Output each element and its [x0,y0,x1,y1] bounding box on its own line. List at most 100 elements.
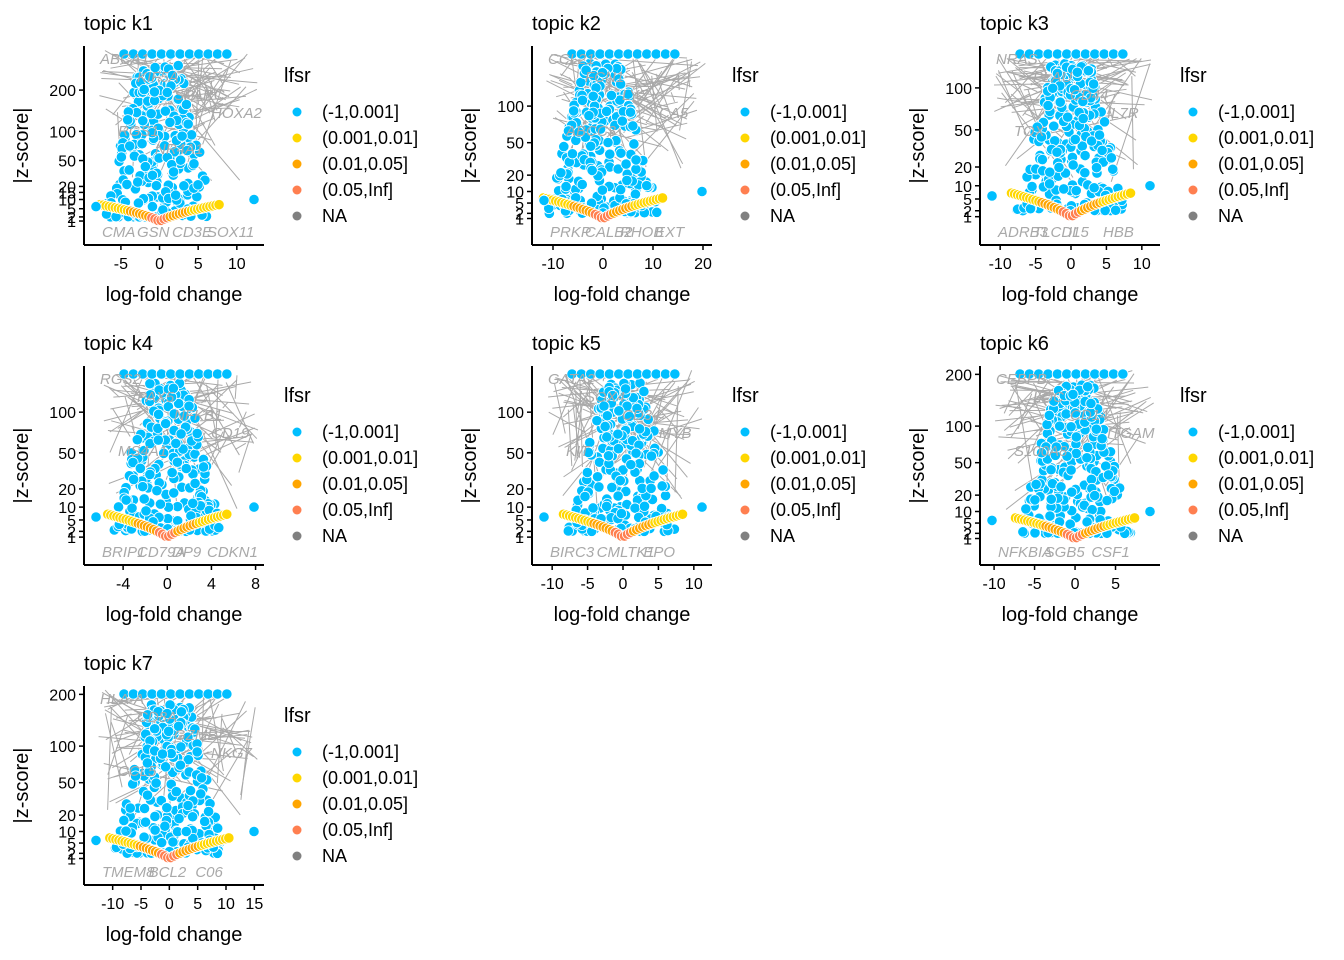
legend-label: (0.05,Inf] [322,820,393,840]
gene-label: CMLTK1 [597,544,655,561]
data-point [1090,162,1103,174]
x-tick-label: 5 [193,896,202,913]
data-point [631,48,644,60]
data-point [167,166,180,178]
data-point [573,126,585,138]
data-point [174,368,186,380]
y-tick-label: 1 [67,214,76,231]
legend-swatch [1188,211,1198,221]
data-point [606,481,618,494]
data-point [1070,48,1082,60]
x-tick-label: 5 [1111,576,1120,593]
data-point [1044,166,1056,178]
data-point [1089,48,1101,60]
label-connector [657,407,699,467]
data-point [1085,397,1097,410]
label-connector [106,697,156,704]
x-tick-label: -10 [101,896,124,913]
data-point [581,466,593,479]
data-point [601,431,613,443]
x-tick-label: 10 [217,896,235,913]
data-point [115,151,127,163]
gene-label: CALB2 [585,224,633,241]
data-point [614,475,626,487]
y-tick-label: 100 [497,405,524,422]
legend-swatch [740,185,750,195]
legend: lfsr (-1,0.001] (0.001,0.01] (0.01,0.05] (0.… [1180,65,1314,226]
y-tick-label: 20 [506,168,524,185]
data-point [620,158,632,170]
data-point [1070,368,1082,380]
data-point [627,120,639,132]
y-tick-label: 100 [497,99,524,116]
data-point [159,820,171,832]
data-point [659,368,672,380]
x-axis-label: log-fold change [106,284,243,306]
gene-label: CD79A [137,544,185,561]
x-tick-label: -5 [1027,576,1041,593]
gene-label: FCN1 [585,69,624,86]
data-point [616,115,628,127]
label-connector [213,392,258,439]
data-point [1117,48,1129,60]
legend-label: (0.05,Inf] [1218,180,1289,200]
data-point [174,48,186,60]
gene-label: ABCC3 [565,123,617,140]
data-point [560,180,572,193]
data-point [90,834,102,847]
data-point [139,161,151,173]
data-point [145,108,157,120]
legend-label: (0.001,0.01] [322,448,418,468]
data-point [1101,494,1113,507]
label-connector [645,71,681,124]
data-point [213,522,225,534]
data-point [221,688,233,700]
y-tick-label: 1 [963,532,972,549]
data-point [615,78,627,90]
label-connector [234,375,238,399]
legend-swatch [1188,427,1198,437]
label-connector [1108,107,1114,121]
data-point [621,174,633,187]
data-point [696,185,708,198]
label-connector [656,406,679,431]
data-point [202,805,215,818]
label-connector [572,403,581,458]
gene-label: NKG7 [211,745,253,762]
data-point [171,456,184,468]
data-point [1079,167,1091,179]
legend-label: (-1,0.001] [322,422,399,442]
gene-label: HBB [1103,224,1134,241]
x-tick-label: 5 [654,576,663,593]
label-connector [207,413,255,436]
legend-label: (-1,0.001] [1218,102,1295,122]
data-point [630,163,642,175]
data-point [615,507,628,520]
label-connector [198,381,223,397]
data-point [164,116,176,128]
data-point [603,368,615,380]
legend-swatch [1188,185,1198,195]
x-tick-label: 0 [1067,256,1076,273]
data-point [582,446,594,459]
y-tick-label: 50 [58,446,76,463]
data-point [183,400,195,412]
data-point [146,368,158,380]
data-point [1029,494,1041,506]
data-point [1089,490,1101,502]
data-point [659,48,672,60]
data-point [1065,421,1077,433]
y-tick-label: 10 [58,825,76,842]
data-point [594,368,606,380]
label-connector [995,73,1021,93]
label-connector [576,390,583,413]
y-tick-label: 2 [963,526,972,543]
data-point [174,688,186,700]
y-tick-label: 100 [945,81,972,98]
data-point [156,837,168,849]
gene-label: BIRC3 [550,544,595,561]
label-connector [104,50,213,113]
data-point [186,129,198,141]
data-point [1081,452,1093,464]
data-point [120,494,132,506]
